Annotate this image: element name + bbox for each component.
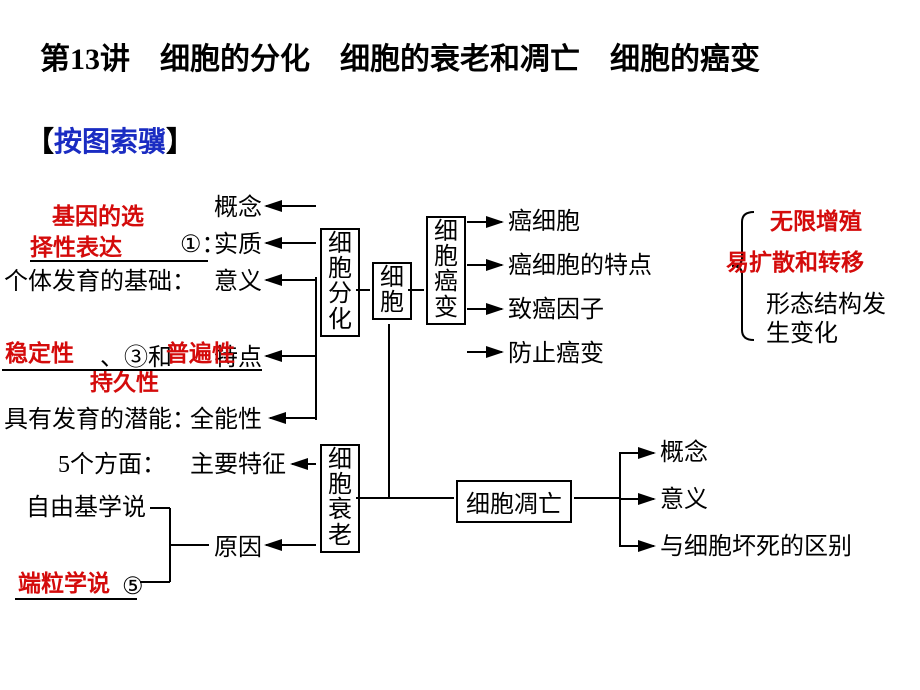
node-concept: 概念 [214, 195, 262, 223]
node-apoptosis-vs-necrosis: 与细胞坏死的区别 [660, 534, 852, 562]
node-main-features: 主要特征 [190, 452, 286, 480]
node-significance: 意义 [214, 269, 262, 297]
box-cell-differentiation: 细胞分化 [320, 228, 360, 337]
red-gene-selective-1: 基因的选 [52, 204, 144, 230]
box-cell-canceration: 细胞癌变 [426, 216, 466, 325]
page-root: 第13讲 细胞的分化 细胞的衰老和凋亡 细胞的癌变 【按图索骥】 细胞分化 细胞… [0, 0, 920, 690]
node-marker-1: ①： [180, 232, 226, 260]
box-cell: 细胞 [372, 262, 412, 320]
node-free-radical: 自由基学说 [26, 495, 146, 523]
node-morphology-change-2: 生变化 [766, 321, 838, 349]
underline-blank-1 [30, 260, 208, 262]
node-apoptosis-meaning: 意义 [660, 487, 708, 515]
red-persistence: 持久性 [90, 370, 159, 396]
underline-blank-3 [15, 598, 137, 600]
red-spread-metastasis: 易扩散和转移 [726, 250, 864, 276]
node-cancer-cell-features: 癌细胞的特点 [508, 253, 652, 281]
underline-blank-2 [2, 369, 262, 371]
box-cell-apoptosis: 细胞凋亡 [456, 480, 572, 523]
box-cell-aging: 细胞衰老 [320, 444, 360, 553]
node-totipotency: 全能性 [190, 407, 262, 435]
red-unlimited-proliferation: 无限增殖 [770, 209, 862, 235]
node-prevent-cancer: 防止癌变 [508, 341, 604, 369]
node-five-aspects: 5个方面： [58, 452, 166, 480]
node-carcinogen: 致癌因子 [508, 297, 604, 325]
red-stability: 稳定性 [5, 341, 74, 367]
red-universality: 普遍性 [166, 341, 235, 367]
node-development-potential: 具有发育的潜能： [4, 407, 196, 435]
node-apoptosis-concept: 概念 [660, 440, 708, 468]
red-telomere: 端粒学说 [18, 571, 110, 597]
red-gene-selective-2: 择性表达 [30, 235, 122, 261]
node-morphology-change-1: 形态结构发 [766, 292, 886, 320]
node-ontogeny-basis: 个体发育的基础： [4, 269, 196, 297]
node-cancer-cell: 癌细胞 [508, 209, 580, 237]
node-cause: 原因 [214, 535, 262, 563]
